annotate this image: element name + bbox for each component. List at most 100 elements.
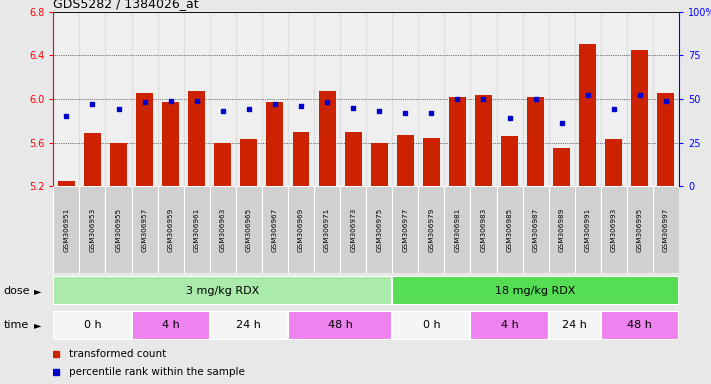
Bar <box>605 139 622 186</box>
Text: GSM306979: GSM306979 <box>428 207 434 252</box>
Bar <box>162 102 179 186</box>
Bar <box>579 44 597 186</box>
Bar <box>501 136 518 186</box>
Bar <box>132 12 158 186</box>
Bar <box>292 132 309 186</box>
Bar <box>136 93 153 186</box>
Text: GSM306967: GSM306967 <box>272 207 278 252</box>
Text: time: time <box>4 320 29 331</box>
Bar <box>574 12 601 186</box>
Bar <box>549 12 574 186</box>
Text: GSM306957: GSM306957 <box>141 207 148 252</box>
Text: GSM306961: GSM306961 <box>193 207 200 252</box>
Bar <box>553 148 570 186</box>
Text: GSM306973: GSM306973 <box>350 207 356 252</box>
Bar <box>319 91 336 186</box>
Text: GSM306963: GSM306963 <box>220 207 226 252</box>
Text: transformed count: transformed count <box>69 349 166 359</box>
Bar <box>314 12 340 186</box>
Bar <box>105 186 132 273</box>
Bar <box>267 102 284 186</box>
Text: 4 h: 4 h <box>162 320 179 331</box>
Text: GSM306953: GSM306953 <box>90 207 95 252</box>
Text: GSM306955: GSM306955 <box>115 207 122 252</box>
Bar <box>210 311 288 340</box>
Bar <box>392 186 418 273</box>
Text: 3 mg/kg RDX: 3 mg/kg RDX <box>186 286 260 296</box>
Bar <box>601 12 627 186</box>
Bar <box>84 133 101 186</box>
Text: GSM306997: GSM306997 <box>663 207 669 252</box>
Text: GSM306981: GSM306981 <box>454 207 461 252</box>
Bar <box>314 186 340 273</box>
Bar <box>392 12 418 186</box>
Bar <box>523 12 549 186</box>
Text: GSM306987: GSM306987 <box>533 207 539 252</box>
Bar <box>110 142 127 186</box>
Bar <box>631 50 648 186</box>
Text: GSM306991: GSM306991 <box>584 207 591 252</box>
Bar <box>653 186 679 273</box>
Bar <box>523 186 549 273</box>
Text: GSM306989: GSM306989 <box>559 207 565 252</box>
Bar <box>214 142 231 186</box>
Bar <box>549 311 601 340</box>
Bar <box>288 311 392 340</box>
Bar <box>397 135 414 186</box>
Text: GSM306983: GSM306983 <box>481 207 486 252</box>
Bar <box>627 12 653 186</box>
Bar <box>392 311 471 340</box>
Text: GSM306971: GSM306971 <box>324 207 330 252</box>
Text: 48 h: 48 h <box>328 320 353 331</box>
Bar <box>444 12 471 186</box>
Bar <box>471 186 496 273</box>
Text: 24 h: 24 h <box>237 320 261 331</box>
Text: 0 h: 0 h <box>422 320 440 331</box>
Bar <box>601 311 679 340</box>
Bar <box>132 186 158 273</box>
Bar <box>392 276 679 305</box>
Text: GSM306993: GSM306993 <box>611 207 617 252</box>
Bar <box>423 138 440 186</box>
Bar <box>53 276 392 305</box>
Bar <box>345 132 362 186</box>
Text: ►: ► <box>34 286 42 296</box>
Text: percentile rank within the sample: percentile rank within the sample <box>69 366 245 377</box>
Text: 18 mg/kg RDX: 18 mg/kg RDX <box>496 286 576 296</box>
Bar <box>471 12 496 186</box>
Bar <box>366 12 392 186</box>
Bar <box>496 12 523 186</box>
Bar <box>210 12 236 186</box>
Text: ►: ► <box>34 320 42 331</box>
Bar <box>236 186 262 273</box>
Bar <box>340 12 366 186</box>
Bar <box>496 186 523 273</box>
Bar <box>53 12 80 186</box>
Bar <box>471 311 549 340</box>
Text: GSM306965: GSM306965 <box>246 207 252 252</box>
Bar <box>658 93 675 186</box>
Bar <box>236 12 262 186</box>
Bar <box>288 186 314 273</box>
Text: GSM306951: GSM306951 <box>63 207 70 252</box>
Text: 24 h: 24 h <box>562 320 587 331</box>
Bar <box>288 12 314 186</box>
Text: 4 h: 4 h <box>501 320 518 331</box>
Bar <box>370 142 387 186</box>
Text: GSM306969: GSM306969 <box>298 207 304 252</box>
Bar <box>418 186 444 273</box>
Bar <box>188 91 205 186</box>
Bar <box>444 186 471 273</box>
Bar <box>340 186 366 273</box>
Bar <box>262 186 288 273</box>
Text: GSM306995: GSM306995 <box>637 207 643 252</box>
Bar <box>262 12 288 186</box>
Text: GSM306975: GSM306975 <box>376 207 383 252</box>
Text: GSM306985: GSM306985 <box>506 207 513 252</box>
Bar <box>105 12 132 186</box>
Bar <box>653 12 679 186</box>
Text: 48 h: 48 h <box>628 320 652 331</box>
Text: GSM306959: GSM306959 <box>168 207 173 252</box>
Bar <box>574 186 601 273</box>
Bar <box>80 12 105 186</box>
